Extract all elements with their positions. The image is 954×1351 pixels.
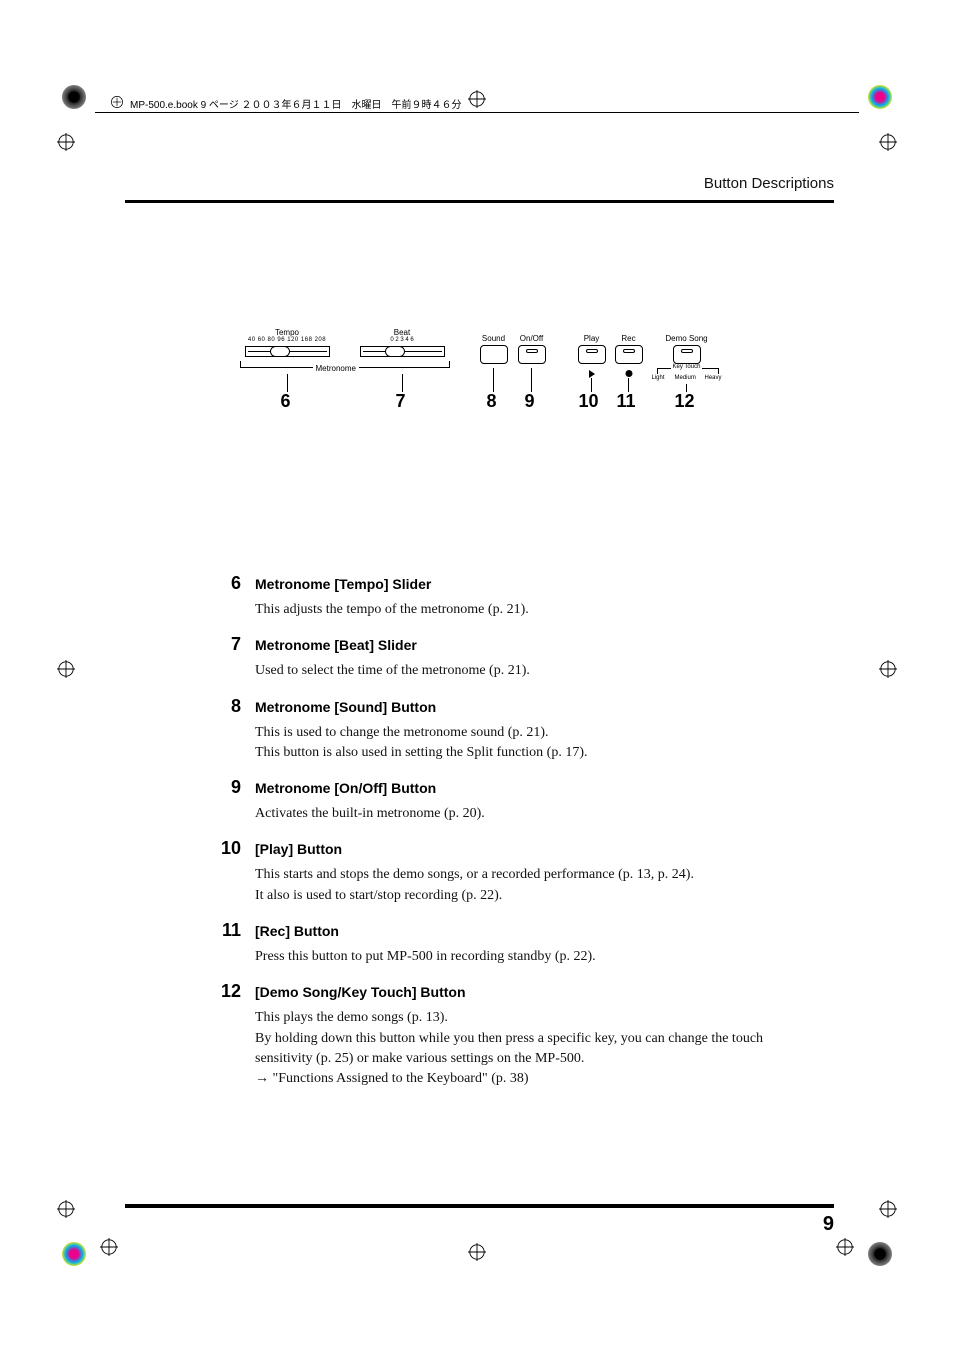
diagram-num-9: 9 (525, 391, 535, 412)
reg-mark-rtop (879, 133, 897, 151)
reg-mark-lbot (57, 1200, 75, 1218)
crop-ball-tl (62, 85, 86, 109)
reg-mark-lbot2 (100, 1238, 118, 1256)
sound-button (480, 345, 508, 364)
diagram-num-12: 12 (675, 391, 695, 412)
beat-slider (360, 346, 445, 357)
sec-num: 6 (215, 573, 241, 594)
diagram-num-8: 8 (487, 391, 497, 412)
onoff-button (518, 345, 546, 364)
book-icon (110, 95, 124, 112)
framemaker-header: MP-500.e.book 9 ページ ２００３年６月１１日 水曜日 午前９時４… (110, 95, 462, 112)
rec-label: Rec (615, 334, 643, 343)
kt-medium: Medium (675, 375, 696, 381)
keytouch-label: Key Touch (671, 364, 703, 370)
reg-mark-lmid (57, 660, 75, 678)
tempo-marks: 40 60 80 96 120 168 208 (245, 337, 330, 343)
rec-button (615, 345, 643, 364)
reg-mark-tc (468, 90, 486, 108)
page-body: Button Descriptions Tempo 40 60 80 96 12… (125, 175, 834, 1186)
page-number: 9 (823, 1213, 834, 1236)
sec-title: Metronome [Tempo] Slider (255, 576, 431, 592)
reg-mark-rbot (879, 1200, 897, 1218)
section-8: 8Metronome [Sound] Button This is used t… (215, 696, 804, 764)
diagram-num-10: 10 (579, 391, 599, 412)
diagram-num-6: 6 (281, 391, 291, 412)
crop-top-rule (95, 112, 859, 113)
beat-marks: 0 2 3 4 6 (360, 337, 445, 343)
section-10: 10[Play] Button This starts and stops th… (215, 838, 804, 906)
section-7: 7Metronome [Beat] Slider Used to select … (215, 634, 804, 681)
footer-rule (125, 1204, 834, 1208)
crop-ball-tr (868, 85, 892, 109)
onoff-label: On/Off (518, 334, 546, 343)
sections: 6 Metronome [Tempo] Slider This adjusts t… (215, 573, 804, 1090)
sound-label: Sound (480, 334, 508, 343)
reg-mark-rmid (879, 660, 897, 678)
section-6: 6 Metronome [Tempo] Slider This adjusts t… (215, 573, 804, 620)
kt-heavy: Heavy (705, 375, 722, 381)
reg-mark-rbot2 (836, 1238, 854, 1256)
section-9: 9Metronome [On/Off] Button Activates the… (215, 777, 804, 824)
panel-diagram: Tempo 40 60 80 96 120 168 208 Beat 0 2 3… (225, 328, 735, 403)
diagram-num-11: 11 (617, 391, 636, 412)
kt-light: Light (652, 375, 665, 381)
framemaker-header-text: MP-500.e.book 9 ページ ２００３年６月１１日 水曜日 午前９時４… (130, 96, 462, 111)
play-label: Play (578, 334, 606, 343)
crop-ball-br (868, 1242, 892, 1266)
play-button (578, 345, 606, 364)
sec-body: This adjusts the tempo of the metronome … (255, 600, 804, 620)
diagram-num-7: 7 (396, 391, 406, 412)
tempo-label: Tempo (245, 328, 330, 337)
tempo-slider (245, 346, 330, 357)
page-header-title: Button Descriptions (125, 175, 834, 192)
header-rule (125, 200, 834, 203)
metronome-label: Metronome (313, 364, 359, 373)
crop-ball-bl (62, 1242, 86, 1266)
beat-label: Beat (360, 328, 445, 337)
section-11: 11[Rec] Button Press this button to put … (215, 920, 804, 967)
reg-mark-ltop (57, 133, 75, 151)
section-12: 12[Demo Song/Key Touch] Button This play… (215, 981, 804, 1089)
demo-button (673, 345, 701, 364)
demo-label: Demo Song (657, 334, 717, 343)
reg-mark-bc (468, 1243, 486, 1261)
